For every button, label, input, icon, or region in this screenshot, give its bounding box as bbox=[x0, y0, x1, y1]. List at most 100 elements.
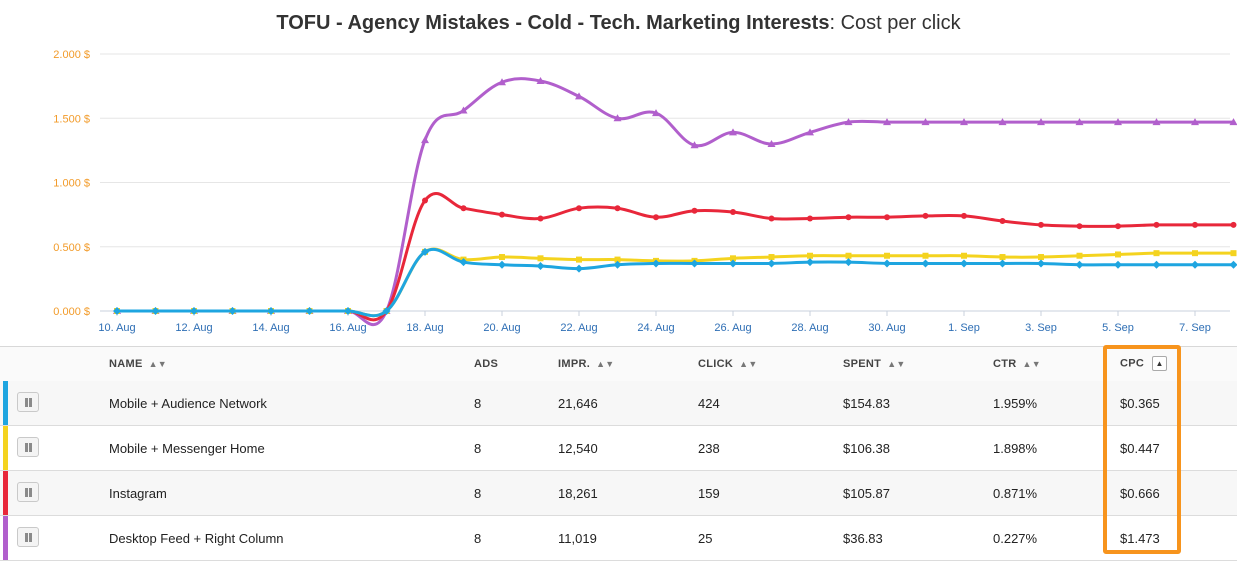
data-point bbox=[498, 261, 506, 269]
ads-table: NAME▲▼ ADS IMPR.▲▼ CLICK▲▼ SPENT▲▼ CTR▲▼… bbox=[0, 346, 1237, 561]
data-point bbox=[922, 259, 930, 267]
data-point bbox=[1191, 261, 1199, 269]
pause-icon[interactable] bbox=[17, 482, 39, 502]
data-point bbox=[807, 253, 813, 259]
cell-click: 25 bbox=[698, 531, 712, 546]
cell-ctr: 1.898% bbox=[993, 441, 1037, 456]
data-point bbox=[1154, 250, 1160, 256]
y-tick-label: 0.000 $ bbox=[53, 306, 90, 318]
data-point bbox=[884, 253, 890, 259]
y-tick-label: 2.000 $ bbox=[53, 49, 90, 61]
col-ctr-label: CTR bbox=[993, 358, 1017, 370]
x-tick-label: 30. Aug bbox=[868, 322, 905, 334]
sort-both-icon: ▲▼ bbox=[739, 359, 757, 369]
data-point bbox=[845, 258, 853, 266]
data-point bbox=[575, 265, 583, 273]
row-color-indicator bbox=[3, 381, 8, 425]
series-line-3 bbox=[117, 249, 1234, 315]
series-line-0 bbox=[117, 79, 1234, 325]
data-point bbox=[923, 213, 929, 219]
table-header: NAME▲▼ ADS IMPR.▲▼ CLICK▲▼ SPENT▲▼ CTR▲▼… bbox=[0, 347, 1237, 382]
col-click-header[interactable]: CLICK ▲▼ bbox=[698, 358, 758, 370]
col-name-label: NAME bbox=[109, 358, 143, 370]
cell-ads: 8 bbox=[474, 531, 481, 546]
data-point bbox=[499, 212, 505, 218]
data-point bbox=[1037, 259, 1045, 267]
cell-name: Desktop Feed + Right Column bbox=[109, 531, 284, 546]
table-row[interactable]: Desktop Feed + Right Column 8 11,019 25 $36.… bbox=[0, 516, 1237, 561]
cell-ads: 8 bbox=[474, 486, 481, 501]
data-point bbox=[1077, 253, 1083, 259]
row-color-indicator bbox=[3, 516, 8, 560]
data-point bbox=[1038, 222, 1044, 228]
col-click-label: CLICK bbox=[698, 358, 733, 370]
col-impr-header[interactable]: IMPR. ▲▼ bbox=[558, 358, 614, 370]
cell-impr: 21,646 bbox=[558, 396, 598, 411]
y-tick-label: 1.500 $ bbox=[53, 113, 90, 125]
data-point bbox=[769, 215, 775, 221]
sort-both-icon: ▲▼ bbox=[596, 359, 614, 369]
sort-both-icon: ▲▼ bbox=[887, 359, 905, 369]
cell-click: 159 bbox=[698, 486, 720, 501]
data-point bbox=[1000, 218, 1006, 224]
pause-icon[interactable] bbox=[17, 527, 39, 547]
x-tick-label: 12. Aug bbox=[175, 322, 212, 334]
cell-impr: 11,019 bbox=[558, 531, 597, 546]
cell-spent: $36.83 bbox=[843, 531, 883, 546]
data-point bbox=[961, 213, 967, 219]
data-point bbox=[499, 254, 505, 260]
series-line-2 bbox=[117, 249, 1234, 316]
x-tick-label: 1. Sep bbox=[948, 322, 980, 334]
data-point bbox=[1038, 254, 1044, 260]
data-point bbox=[1115, 223, 1121, 229]
data-point bbox=[1154, 222, 1160, 228]
cell-impr: 18,261 bbox=[558, 486, 598, 501]
cell-ads: 8 bbox=[474, 396, 481, 411]
y-tick-label: 0.500 $ bbox=[53, 242, 90, 254]
data-point bbox=[576, 257, 582, 263]
col-ads-header[interactable]: ADS bbox=[474, 358, 498, 370]
data-point bbox=[730, 209, 736, 215]
data-point bbox=[806, 258, 814, 266]
cell-ctr: 0.871% bbox=[993, 486, 1037, 501]
data-point bbox=[538, 215, 544, 221]
data-point bbox=[883, 259, 891, 267]
data-point bbox=[846, 214, 852, 220]
data-point bbox=[692, 208, 698, 214]
x-tick-label: 28. Aug bbox=[791, 322, 828, 334]
col-impr-label: IMPR. bbox=[558, 358, 590, 370]
data-point bbox=[576, 205, 582, 211]
chart-area: TOFU - Agency Mistakes - Cold - Tech. Ma… bbox=[0, 0, 1237, 345]
cell-name: Mobile + Messenger Home bbox=[109, 441, 265, 456]
cell-ctr: 0.227% bbox=[993, 531, 1037, 546]
pause-icon[interactable] bbox=[17, 392, 39, 412]
data-point bbox=[846, 253, 852, 259]
data-point bbox=[1115, 251, 1121, 257]
data-point bbox=[538, 255, 544, 261]
x-tick-label: 18. Aug bbox=[406, 322, 443, 334]
data-point bbox=[999, 259, 1007, 267]
data-point bbox=[1077, 223, 1083, 229]
x-tick-label: 3. Sep bbox=[1025, 322, 1057, 334]
col-ctr-header[interactable]: CTR▲▼ bbox=[993, 358, 1041, 370]
line-chart: 0.000 $0.500 $1.000 $1.500 $2.000 $10. A… bbox=[0, 0, 1237, 345]
col-name-header[interactable]: NAME▲▼ bbox=[109, 358, 167, 370]
x-tick-label: 7. Sep bbox=[1179, 322, 1211, 334]
col-spent-header[interactable]: SPENT▲▼ bbox=[843, 358, 906, 370]
data-point bbox=[1153, 261, 1161, 269]
pause-icon[interactable] bbox=[17, 437, 39, 457]
x-tick-label: 26. Aug bbox=[714, 322, 751, 334]
data-point bbox=[1076, 261, 1084, 269]
row-color-indicator bbox=[3, 426, 8, 470]
data-point bbox=[1231, 250, 1237, 256]
data-point bbox=[1000, 254, 1006, 260]
data-point bbox=[807, 215, 813, 221]
data-point bbox=[653, 214, 659, 220]
data-point bbox=[1230, 261, 1237, 269]
x-tick-label: 14. Aug bbox=[252, 322, 289, 334]
cell-impr: 12,540 bbox=[558, 441, 598, 456]
cell-spent: $105.87 bbox=[843, 486, 890, 501]
